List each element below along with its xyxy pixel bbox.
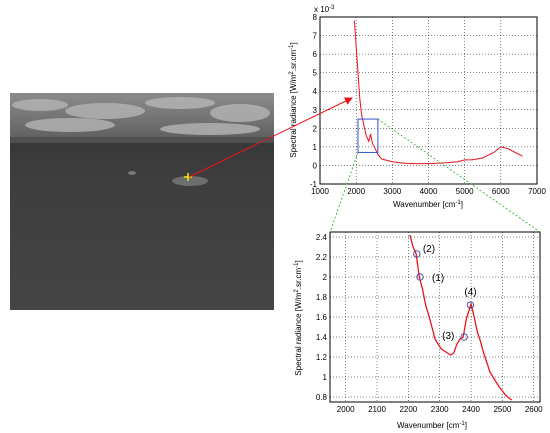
overview-y-tick: 6 bbox=[313, 50, 318, 59]
zoomed-spectrum-plot: 2000 2100 2200 2300 2400 2500 2600 0.8 1 1.2 1.4 1… bbox=[294, 231, 543, 430]
zoomed-x-tick: 2400 bbox=[462, 405, 480, 414]
zoomed-spectrum-line bbox=[409, 234, 513, 401]
overview-x-tick: 4000 bbox=[420, 187, 438, 196]
overview-x-tick: 2000 bbox=[347, 187, 365, 196]
zoomed-x-tick: 2600 bbox=[525, 405, 543, 414]
overview-x-tick-labels: 1000 2000 3000 4000 5000 6000 7000 bbox=[311, 187, 546, 196]
zoomed-x-tick: 2500 bbox=[493, 405, 511, 414]
overview-x-tick: 5000 bbox=[456, 187, 474, 196]
zoomed-x-tick: 2200 bbox=[399, 405, 417, 414]
cloud-band bbox=[12, 97, 270, 135]
annotation-marker bbox=[413, 250, 421, 258]
zoomed-annotations: (1) (2) (3) (4) bbox=[413, 244, 477, 342]
distant-object bbox=[128, 171, 136, 175]
zoomed-y-tick: 2.4 bbox=[316, 233, 328, 242]
zoomed-x-tick: 2000 bbox=[337, 405, 355, 414]
overview-y-tick-labels: -1 0 1 2 3 4 5 6 7 8 bbox=[310, 13, 318, 189]
annotation-marker bbox=[466, 301, 475, 309]
zoomed-x-tick: 2300 bbox=[431, 405, 449, 414]
zoom-connector-right bbox=[377, 118, 541, 233]
thermal-image bbox=[10, 93, 274, 310]
zoomed-x-tick: 2100 bbox=[368, 405, 386, 414]
zoomed-y-tick: 1 bbox=[323, 373, 328, 382]
overview-x-tick: 6000 bbox=[492, 187, 510, 196]
zoomed-y-tick: 1.4 bbox=[316, 333, 328, 342]
zoomed-x-axis-label: Wavenumber [cm-1] bbox=[397, 421, 467, 430]
zoomed-axes-frame bbox=[329, 231, 541, 403]
overview-y-tick: 3 bbox=[313, 106, 318, 115]
zoomed-grid bbox=[330, 232, 540, 402]
overview-y-tick: 8 bbox=[313, 13, 318, 22]
zoomed-y-tick: 1.2 bbox=[316, 353, 328, 362]
crosshair-marker bbox=[184, 173, 192, 181]
overview-y-tick: 5 bbox=[313, 69, 318, 78]
annotation-marker bbox=[416, 273, 424, 281]
zoomed-y-tick: 2.2 bbox=[316, 253, 328, 262]
overview-y-axis-label: Spectral radiance [W/m2.sr.cm-1] bbox=[289, 42, 298, 157]
zoomed-y-tick: 2 bbox=[323, 273, 328, 282]
overview-y-tick: 1 bbox=[313, 143, 318, 152]
zoomed-y-axis-label: Spectral radiance [W/m2.sr.cm-1] bbox=[294, 260, 303, 375]
overview-x-tick: 3000 bbox=[383, 187, 401, 196]
boat-shape bbox=[172, 176, 208, 186]
annotation-label: (2) bbox=[423, 244, 435, 255]
overview-y-tick: 4 bbox=[313, 87, 318, 96]
overview-y-tick: 7 bbox=[313, 32, 318, 41]
overview-grid bbox=[320, 17, 537, 184]
overview-spectrum-plot: 1000 2000 3000 4000 5000 6000 7000 -1 0 1 2 3 4 5 6 7 8… bbox=[289, 5, 546, 209]
annotation-label: (1) bbox=[432, 273, 444, 284]
zoomed-y-tick-labels: 0.8 1 1.2 1.4 1.6 1.8 2 2.2 2.4 bbox=[316, 233, 328, 402]
overview-spectrum-line bbox=[353, 20, 523, 165]
zoomed-y-tick: 1.6 bbox=[316, 313, 328, 322]
annotation-label: (3) bbox=[442, 331, 454, 342]
horizon-line bbox=[10, 137, 274, 143]
zoomed-x-tick-labels: 2000 2100 2200 2300 2400 2500 2600 bbox=[337, 405, 543, 414]
zoomed-y-tick: 0.8 bbox=[316, 393, 328, 402]
zoom-region-box bbox=[357, 118, 379, 153]
overview-x-tick: 7000 bbox=[528, 187, 546, 196]
annotation-marker bbox=[460, 333, 468, 341]
overview-exponent-label: x 10-3 bbox=[314, 5, 335, 14]
overview-y-tick: -1 bbox=[310, 180, 318, 189]
annotation-label: (4) bbox=[464, 287, 476, 298]
pointer-arrow bbox=[188, 97, 353, 178]
overview-x-axis-label: Wavenumber [cm-1] bbox=[393, 200, 463, 209]
zoomed-y-tick: 1.8 bbox=[316, 293, 328, 302]
overview-x-tick: 1000 bbox=[311, 187, 329, 196]
overview-axes-frame bbox=[319, 16, 538, 185]
overview-y-tick: 2 bbox=[313, 124, 318, 133]
overview-y-tick: 0 bbox=[313, 161, 318, 170]
